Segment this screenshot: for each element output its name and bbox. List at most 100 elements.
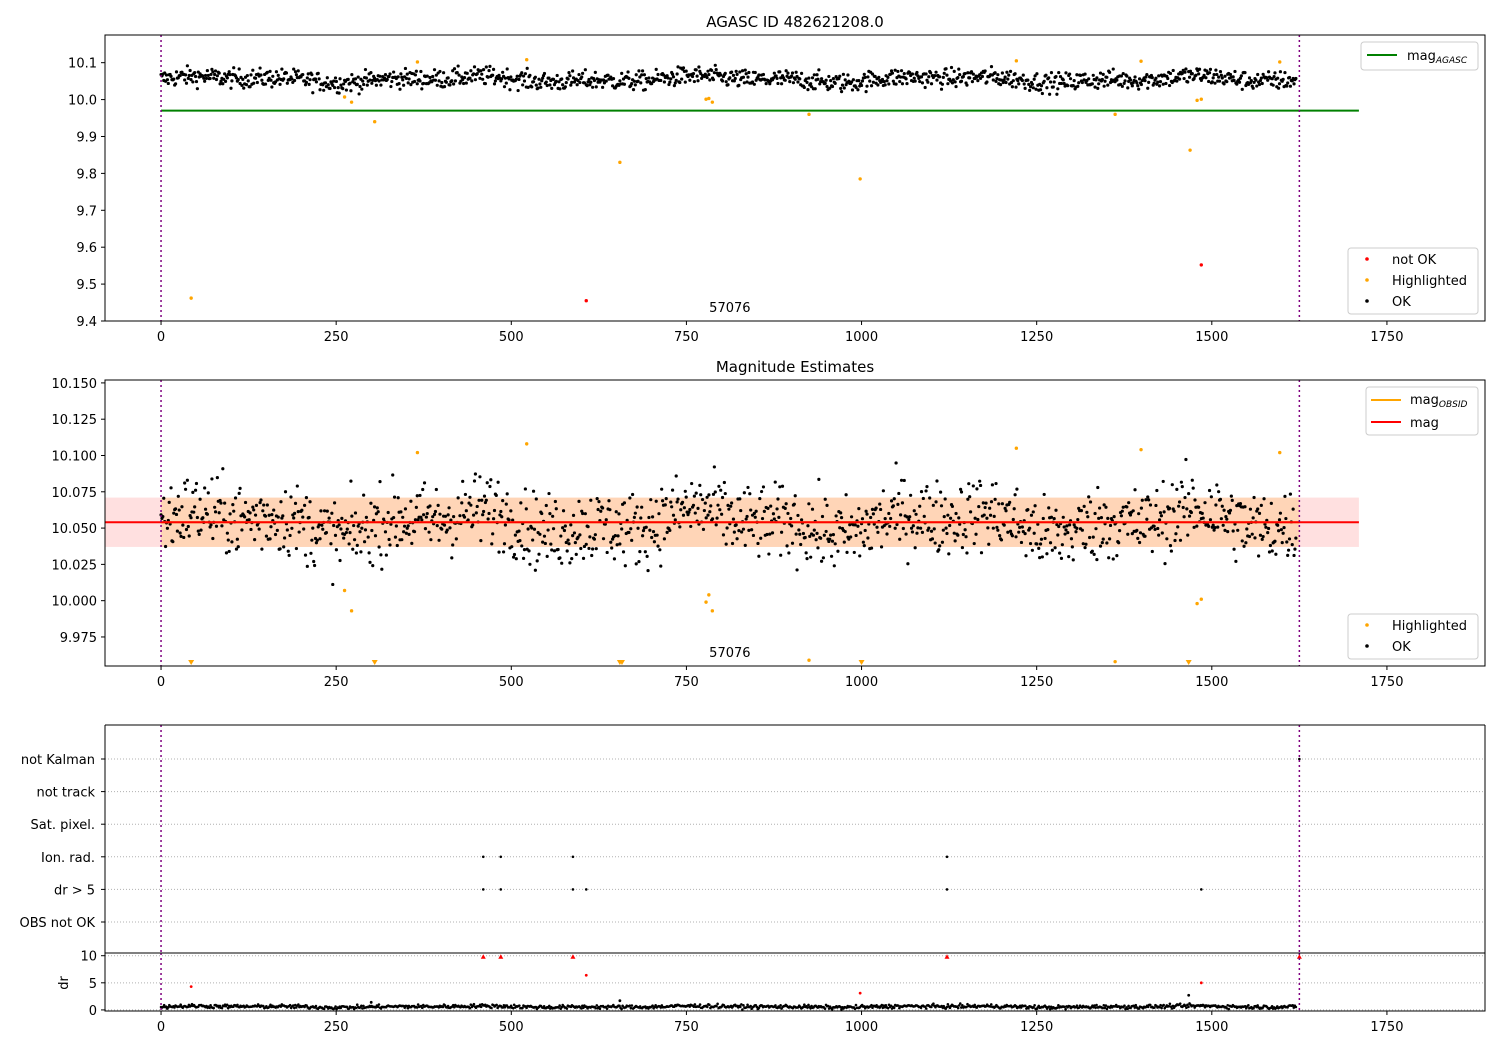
ok-point <box>1095 76 1099 80</box>
ok-point <box>1099 516 1104 520</box>
ok-point <box>514 557 518 561</box>
ok-point <box>433 509 438 514</box>
ok-point <box>960 545 965 550</box>
dr-ok-point <box>740 1003 743 1006</box>
ok-point <box>948 523 952 528</box>
ok-point <box>824 529 828 534</box>
ok-point <box>799 518 804 522</box>
ok-point <box>1011 517 1015 522</box>
ok-point <box>374 512 378 516</box>
ok-point <box>563 85 567 89</box>
ok-point <box>784 502 788 506</box>
ok-point <box>779 76 783 80</box>
ok-point <box>251 68 255 72</box>
ok-point <box>927 526 931 530</box>
ok-point <box>456 496 460 500</box>
dr-ok-point <box>1027 1007 1030 1010</box>
ok-point <box>558 87 562 91</box>
ok-point <box>753 515 757 519</box>
ok-point <box>1256 507 1260 511</box>
ok-point <box>622 82 627 86</box>
ok-point <box>973 516 977 520</box>
ok-point <box>401 515 405 519</box>
ok-point <box>641 528 646 533</box>
ok-point <box>1154 76 1158 80</box>
ok-point <box>1069 537 1074 541</box>
ok-point <box>1059 81 1064 86</box>
ok-point <box>640 505 644 509</box>
ok-point <box>1117 541 1121 545</box>
clipped-marker <box>618 660 625 665</box>
ok-point <box>491 67 496 71</box>
ok-point <box>957 516 961 520</box>
highlighted-point <box>1199 97 1203 101</box>
panel1-ytick-label: 9.5 <box>76 278 97 293</box>
ok-point <box>852 550 856 555</box>
ok-point <box>1190 72 1194 76</box>
ok-point <box>777 515 781 519</box>
ok-point <box>511 555 516 559</box>
ok-point <box>1105 75 1109 79</box>
ok-point <box>244 83 249 87</box>
ok-point <box>716 503 720 507</box>
ok-point <box>445 528 449 532</box>
ok-point <box>939 87 944 91</box>
ok-point <box>265 70 269 74</box>
ok-point <box>1090 82 1094 86</box>
ok-point <box>1267 70 1271 74</box>
ok-point <box>891 504 895 508</box>
ok-point <box>1038 88 1043 92</box>
ok-point <box>527 549 531 553</box>
ok-point <box>918 79 922 84</box>
ok-point <box>1213 81 1217 85</box>
ok-point <box>311 526 315 530</box>
ok-point <box>1028 526 1032 530</box>
ok-point <box>1120 509 1124 513</box>
ok-point <box>921 496 925 501</box>
dr-ok-point <box>1261 1006 1265 1009</box>
ok-point <box>388 543 392 547</box>
ok-point <box>384 553 388 557</box>
ok-point <box>510 545 514 549</box>
ok-point <box>237 491 241 496</box>
ok-point <box>1294 536 1298 540</box>
ok-point <box>203 73 208 78</box>
dr-ok-point <box>361 1007 364 1010</box>
ok-point <box>897 491 901 496</box>
ok-point <box>307 82 311 87</box>
panel1-ytick-label: 9.9 <box>76 130 97 145</box>
ok-point <box>719 488 723 492</box>
ok-point <box>167 500 171 504</box>
ok-point <box>574 552 578 556</box>
ok-point <box>770 531 775 535</box>
flag-point <box>945 888 949 891</box>
ok-point <box>285 528 289 532</box>
ok-point <box>1115 553 1119 558</box>
panel4-xtick-label: 1750 <box>1370 1020 1403 1035</box>
ok-point <box>738 497 742 501</box>
ok-point <box>603 522 607 526</box>
ok-point <box>294 73 299 77</box>
ok-point <box>1071 558 1075 562</box>
ok-point <box>225 531 229 535</box>
ok-point <box>801 531 806 536</box>
ok-point <box>1177 77 1182 81</box>
ok-point <box>166 81 170 86</box>
ok-point <box>405 526 409 530</box>
ok-point <box>488 64 492 68</box>
ok-point <box>1014 85 1018 89</box>
ok-point <box>516 88 520 93</box>
ok-point <box>839 511 843 515</box>
panel1-xtick-label: 500 <box>499 330 524 345</box>
ok-point <box>1266 78 1270 82</box>
ok-point <box>807 76 811 80</box>
dr-ok-point <box>406 1006 410 1010</box>
ok-point <box>1063 532 1067 536</box>
ok-point <box>304 80 309 84</box>
ok-point <box>1071 83 1075 88</box>
ok-point <box>890 71 895 75</box>
ok-point <box>1098 506 1102 510</box>
ok-point <box>881 489 885 493</box>
ok-point <box>1006 530 1010 534</box>
ok-point <box>625 518 629 522</box>
